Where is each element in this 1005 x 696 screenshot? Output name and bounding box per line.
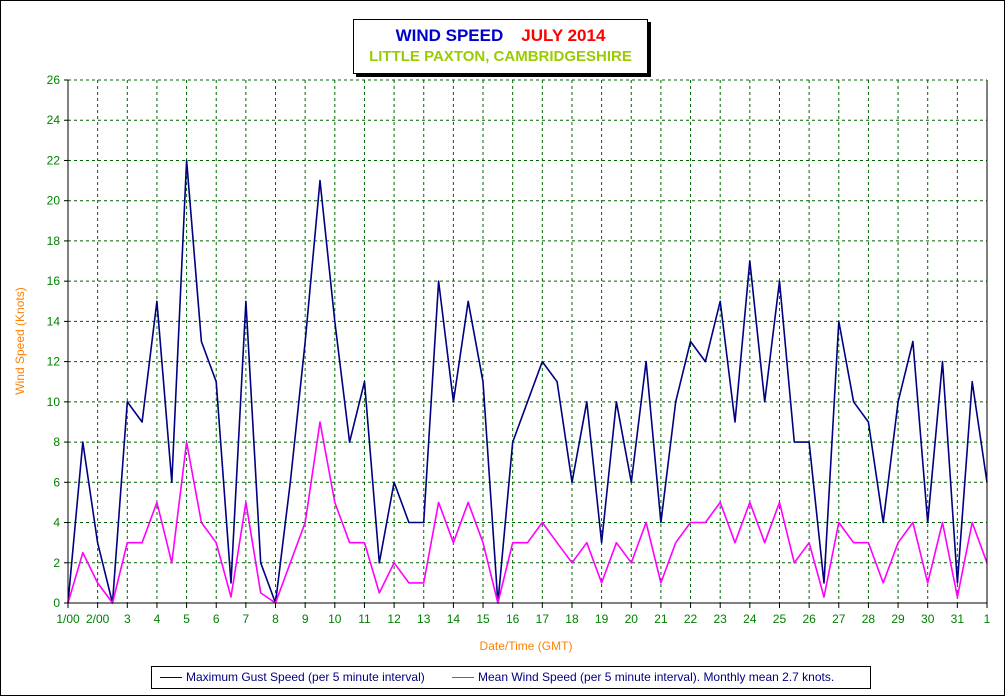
y-tick-label: 18: [47, 234, 61, 248]
x-tick-label: 20: [625, 612, 639, 626]
x-tick-label: 14: [447, 612, 461, 626]
y-tick-label: 16: [47, 274, 61, 288]
chart-title: WIND SPEED: [395, 26, 504, 45]
legend-label-mean: Mean Wind Speed (per 5 minute interval).…: [478, 670, 835, 684]
x-tick-label: 7: [243, 612, 250, 626]
plot-area: [68, 80, 987, 603]
x-tick-label: 15: [476, 612, 490, 626]
mean-series-line: [67, 421, 988, 604]
y-tick-label: 24: [47, 113, 61, 127]
x-tick-label: 11: [358, 612, 371, 626]
x-tick-label: 10: [328, 612, 342, 626]
y-tick-label: 10: [47, 395, 61, 409]
y-axis-label: Wind Speed (Knots): [13, 287, 27, 394]
legend-swatch-mean: [452, 677, 474, 679]
x-tick-label: 23: [714, 612, 728, 626]
x-tick-label: 1/00: [56, 612, 80, 626]
grid: [68, 79, 988, 603]
x-tick-label: 4: [154, 612, 161, 626]
x-tick-label: 16: [506, 612, 520, 626]
x-tick-label: 21: [654, 612, 668, 626]
legend-swatch-gust: [160, 677, 182, 679]
y-tick-label: 2: [53, 556, 60, 570]
y-tick-label: 6: [53, 475, 60, 489]
y-tick-label: 8: [53, 435, 60, 449]
x-tick-label: 25: [773, 612, 787, 626]
x-tick-label: 26: [802, 612, 816, 626]
legend: Maximum Gust Speed (per 5 minute interva…: [151, 666, 871, 689]
x-tick-label: 31: [951, 612, 965, 626]
x-tick-label: 19: [595, 612, 609, 626]
y-tick-label: 0: [53, 596, 60, 610]
chart-title-box: WIND SPEED JULY 2014 LITTLE PAXTON, CAMBR…: [353, 19, 648, 74]
y-tick-label: 22: [47, 153, 61, 167]
x-tick-label: 29: [891, 612, 905, 626]
chart-title-month: JULY 2014: [521, 26, 606, 45]
axes: [64, 79, 988, 608]
x-tick-label: 12: [387, 612, 401, 626]
x-tick-label: 8: [272, 612, 279, 626]
x-tick-label: 24: [743, 612, 757, 626]
x-tick-label: 22: [684, 612, 698, 626]
x-tick-label: 2/00: [86, 612, 110, 626]
series-layer: [67, 159, 988, 604]
y-tick-label: 4: [53, 516, 60, 530]
x-tick-label: 27: [832, 612, 846, 626]
x-tick-label: 18: [565, 612, 579, 626]
x-tick-label: 28: [862, 612, 876, 626]
x-axis-label: Date/Time (GMT): [480, 639, 573, 653]
y-tick-label: 12: [47, 355, 61, 369]
x-tick-label: 1: [984, 612, 991, 626]
legend-label-gust: Maximum Gust Speed (per 5 minute interva…: [186, 670, 425, 684]
x-tick-labels: 1/00 2/00 3 4 5 6 7 8 9 10 11 12 13 14 15 16 17 18 19 20 21 2…: [56, 612, 990, 626]
x-tick-label: 5: [183, 612, 190, 626]
legend-item-mean: Mean Wind Speed (per 5 minute interval).…: [452, 670, 834, 684]
y-tick-label: 26: [47, 73, 61, 87]
x-tick-label: 17: [536, 612, 550, 626]
x-tick-label: 13: [417, 612, 431, 626]
x-tick-label: 6: [213, 612, 220, 626]
y-tick-label: 14: [47, 314, 61, 328]
gust-series-line: [67, 159, 988, 604]
legend-item-gust: Maximum Gust Speed (per 5 minute interva…: [160, 670, 425, 684]
x-tick-label: 9: [302, 612, 309, 626]
y-tick-label: 20: [47, 194, 61, 208]
x-tick-label: 30: [921, 612, 935, 626]
chart-subtitle: LITTLE PAXTON, CAMBRIDGESHIRE: [369, 48, 632, 65]
x-tick-label: 3: [124, 612, 131, 626]
